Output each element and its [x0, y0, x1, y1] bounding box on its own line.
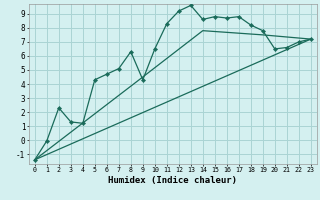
X-axis label: Humidex (Indice chaleur): Humidex (Indice chaleur): [108, 176, 237, 185]
